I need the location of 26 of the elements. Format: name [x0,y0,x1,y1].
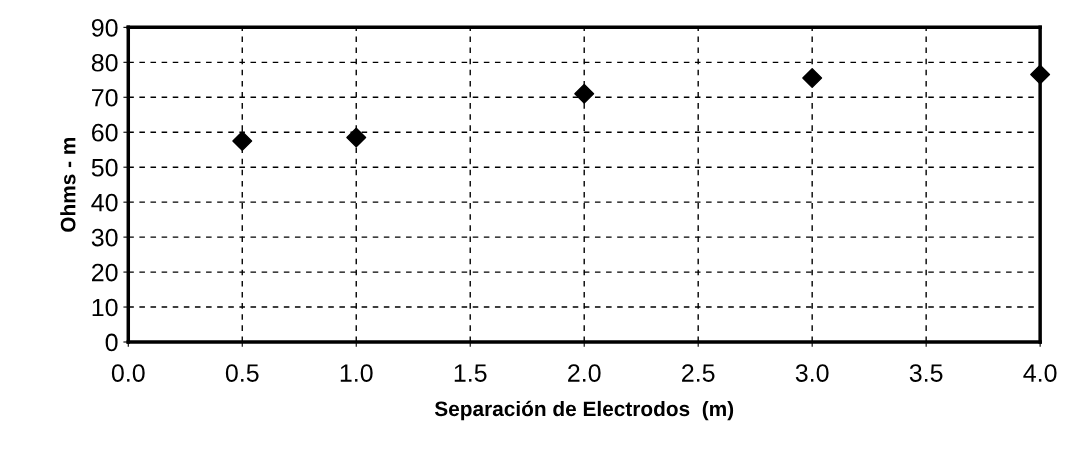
y-tick-label: 30 [91,228,118,247]
y-tick-label: 80 [91,53,118,72]
x-tick-label: 3.5 [909,364,943,382]
y-tick-label: 50 [91,158,118,177]
point [802,68,823,89]
x-tick-label: 2.0 [568,364,601,382]
x-tick-label: 1.5 [454,364,487,382]
y-tick-label: 10 [92,298,118,317]
x-tick-label: 1.0 [340,364,373,382]
point [346,127,367,148]
y-axis-title: Ohms - m [60,137,76,232]
y-tick-label: 40 [91,193,118,212]
point [232,130,253,151]
y-tick-label: 20 [92,263,118,282]
point [1030,64,1051,85]
x-tick-label: 0.5 [225,364,259,382]
x-axis-title: Separación de Electrodos (m) [434,400,734,421]
point [574,83,595,104]
x-tick-label: 2.5 [682,364,715,382]
x-tick-label: 3.0 [795,364,829,382]
y-tick-label: 70 [92,88,118,107]
x-tick-label: 4.0 [1023,364,1057,382]
y-tick-label: 90 [91,18,118,37]
y-tick-label: 60 [92,123,118,142]
y-tick-label: 0 [105,333,118,352]
x-tick-label: 0.0 [111,364,145,382]
